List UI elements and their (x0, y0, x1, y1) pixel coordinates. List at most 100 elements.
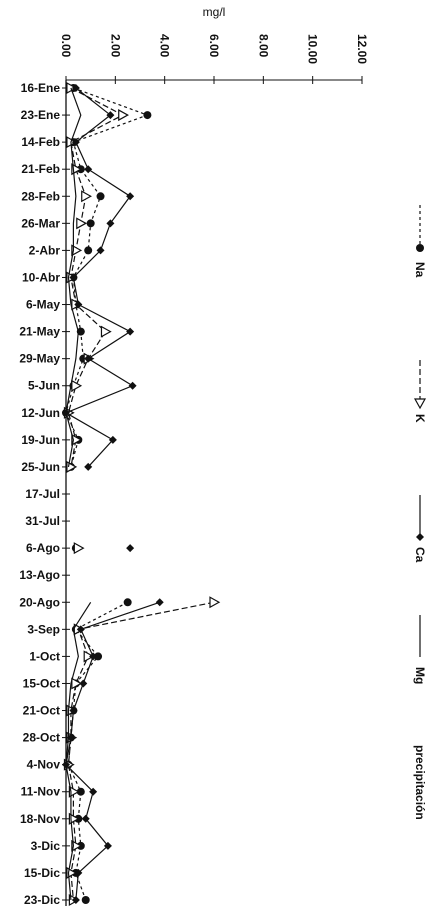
series-ca-point (69, 273, 78, 282)
category-label: 20-Ago (19, 595, 60, 609)
series-ca-point (126, 544, 135, 553)
series-k-point (71, 677, 83, 690)
series-na-point (76, 327, 85, 336)
category-label: 18-Nov (20, 812, 60, 826)
legend-marker (416, 244, 424, 252)
category-label: 6-May (26, 298, 60, 312)
series-ca-point (126, 327, 135, 336)
series-ca-point (71, 138, 80, 147)
plot-area (62, 81, 221, 907)
series-k-point (71, 379, 83, 392)
category-label: 29-May (19, 352, 60, 366)
series-ca-point (74, 868, 83, 877)
x-axis-label: mg/l (203, 5, 226, 19)
series-ca-point (71, 84, 80, 92)
series-na-line (65, 87, 150, 468)
category-label: 2-Abr (29, 243, 61, 257)
category-label: 13-Ago (19, 568, 60, 582)
x-tick-label: 12.00 (355, 34, 369, 64)
series-k (63, 81, 221, 907)
series-k-point (81, 190, 92, 203)
series-ca-point (84, 354, 93, 363)
series-k-point (71, 433, 83, 446)
series-ca-point (74, 300, 83, 309)
category-label: 28-Oct (23, 731, 60, 745)
legend-label: Mg (413, 667, 427, 684)
series-ca-point (79, 679, 88, 688)
series-ca-point (106, 111, 115, 120)
category-labels: 16-Ene 23-Ene 14-Feb 21-Feb 28-Feb 26-Mar 2-Ab… (19, 81, 70, 907)
series-k-point (100, 325, 112, 338)
legend-label: K (413, 414, 427, 423)
x-tick-label: 8.00 (256, 34, 270, 58)
category-label: 17-Jul (25, 487, 60, 501)
category-label: 21-Feb (21, 162, 60, 176)
category-label: 23-Dic (24, 893, 60, 907)
series-na-point (81, 896, 90, 904)
series-k-point (71, 839, 83, 852)
legend-marker (416, 533, 424, 541)
category-label: 4-Nov (27, 758, 61, 772)
category-label: 5-Jun (28, 379, 60, 393)
category-label: 31-Jul (25, 514, 60, 528)
x-tick-label: 6.00 (207, 34, 221, 58)
category-label: 12-Jun (21, 406, 60, 420)
series-na-point (76, 787, 85, 796)
series-ca-point (71, 896, 80, 904)
series-ca-line (65, 601, 160, 901)
series-mg (65, 87, 92, 901)
x-tick-label: 0.00 (59, 34, 73, 58)
category-label: 21-Oct (23, 704, 60, 718)
category-label: 19-Jun (21, 433, 60, 447)
x-tick-label: 2.00 (108, 34, 122, 58)
series-k-point (73, 542, 85, 555)
series-mg-line (65, 601, 92, 901)
series-ca-point (155, 598, 164, 607)
series-mg-line (65, 87, 82, 468)
series-k-point (118, 109, 129, 122)
series-k-point (76, 217, 88, 230)
series-na-point (84, 246, 93, 255)
series-ca-point (128, 381, 137, 390)
series-ca-point (69, 706, 78, 715)
category-label: 6-Ago (26, 541, 60, 555)
legend-marker (413, 398, 427, 410)
series-ca-point (103, 841, 112, 850)
x-tick-label: 4.00 (158, 34, 172, 58)
legend-label: precipitación (413, 745, 427, 820)
series-k-point (209, 596, 221, 609)
series-ca-point (96, 246, 105, 255)
series-na-point (96, 192, 105, 201)
series-ca-point (106, 219, 115, 228)
category-label: 14-Feb (21, 135, 60, 149)
series-k-point (71, 244, 83, 257)
legend-label: Ca (413, 547, 427, 563)
category-label: 1-Oct (29, 649, 60, 663)
series-ca-point (84, 462, 93, 471)
series-ca-point (84, 165, 93, 174)
series-na-point (123, 598, 132, 607)
category-label: 15-Oct (23, 676, 60, 690)
series-ca-point (89, 787, 98, 796)
series-k-point (68, 785, 80, 798)
series-ca-point (108, 435, 117, 444)
series-ca (62, 84, 164, 904)
series-k-point (83, 650, 95, 663)
category-label: 3-Dic (31, 839, 61, 853)
series-na-point (86, 219, 95, 228)
category-label: 11-Nov (21, 785, 61, 799)
category-label: 3-Sep (27, 622, 60, 636)
category-label: 28-Feb (21, 189, 60, 203)
category-label: 15-Dic (24, 866, 60, 880)
category-label: 25-Jun (21, 460, 60, 474)
x-axis-ticks: 0.00 2.00 4.00 6.00 8.00 10.00 12.00 (59, 34, 369, 84)
category-label: 10-Abr (22, 270, 60, 284)
series-k-line (67, 601, 215, 901)
category-label: 16-Ene (21, 81, 61, 95)
series-na-point (143, 111, 152, 120)
category-label: 21-May (19, 325, 60, 339)
series-ca-point (81, 814, 90, 823)
series-na-point (94, 652, 103, 661)
x-tick-label: 10.00 (306, 34, 320, 64)
